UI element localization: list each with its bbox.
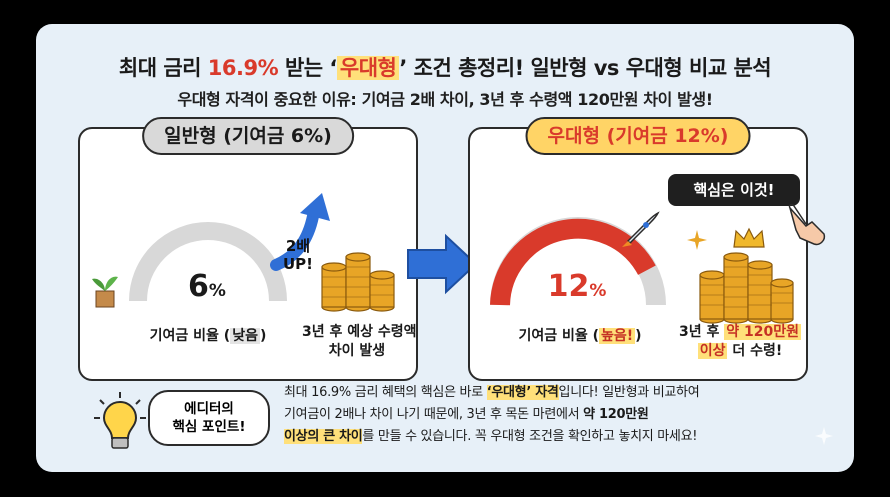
editor-tip-bubble: 에디터의 핵심 포인트!	[148, 390, 270, 446]
rocket-icon	[622, 211, 660, 247]
plant-icon	[92, 276, 118, 308]
editor-tip-section: 에디터의 핵심 포인트! 최대 16.9% 금리 혜택의 핵심은 바로 ‘우대형…	[36, 376, 854, 472]
preferential-coin-caption: 3년 후 약 120만원 이상 더 수령!	[679, 324, 801, 359]
crown-icon	[733, 227, 765, 248]
sparkle-icon	[815, 427, 833, 445]
preferential-gauge	[490, 217, 666, 306]
general-type-pill: 일반형 (기여금 6%)	[142, 117, 354, 155]
coin-stack-icon	[699, 252, 794, 324]
general-coin-caption: 3년 후 예상 수령액 차이 발생	[302, 324, 417, 359]
key-point-badge: 핵심은 이것!	[668, 174, 800, 206]
coin-stack-icon	[321, 252, 395, 312]
editor-tip-text: 최대 16.9% 금리 혜택의 핵심은 바로 ‘우대형’ 자격입니다! 일반형과…	[284, 385, 700, 444]
double-up-label: 2배 UP!	[282, 237, 313, 273]
trend-arrow-icon	[270, 193, 330, 271]
preferential-type-panel: 우대형 (기여금 12%) 12% 기여금 비율 (높음!)	[468, 117, 808, 381]
preferential-type-pill: 우대형 (기여금 12%)	[525, 117, 751, 155]
sparkle-icon	[687, 230, 707, 250]
preferential-gauge-value: 12%	[547, 269, 607, 304]
preferential-rate-caption: 기여금 비율 (높음!)	[518, 328, 642, 344]
page-title: 최대 금리 16.9% 받는 ‘우대형’ 조건 총정리! 일반형 vs 우대형 …	[118, 56, 772, 80]
infographic-card: 최대 금리 16.9% 받는 ‘우대형’ 조건 총정리! 일반형 vs 우대형 …	[36, 24, 854, 472]
general-type-panel: 일반형 (기여금 6%) 6% 기여금 비율 (낮음) 2배 UP!	[78, 117, 418, 381]
lightbulb-icon	[94, 392, 146, 449]
general-gauge	[129, 222, 287, 302]
general-rate-caption: 기여금 비율 (낮음)	[149, 328, 267, 344]
big-right-arrow-icon	[407, 233, 478, 295]
pointing-hand-icon	[788, 203, 826, 246]
general-gauge-value: 6%	[188, 269, 226, 304]
page-subtitle: 우대형 자격이 중요한 이유: 기여금 2배 차이, 3년 후 수령액 120만…	[177, 90, 713, 109]
